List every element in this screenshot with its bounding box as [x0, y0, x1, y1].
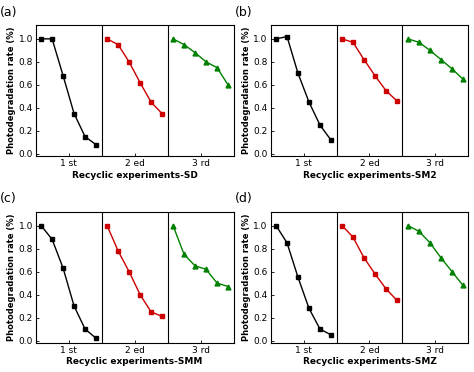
Text: (b): (b): [235, 6, 253, 19]
Y-axis label: Photodegradation rate (%): Photodegradation rate (%): [242, 214, 251, 341]
X-axis label: Recyclic experiments-SD: Recyclic experiments-SD: [72, 171, 198, 180]
Y-axis label: Photodegradation rate (%): Photodegradation rate (%): [7, 27, 16, 154]
X-axis label: Recyclic experiments-SM2: Recyclic experiments-SM2: [303, 171, 436, 180]
Y-axis label: Photodegradation rate (%): Photodegradation rate (%): [242, 27, 251, 154]
Text: (a): (a): [0, 6, 18, 19]
Y-axis label: Photodegradation rate (%): Photodegradation rate (%): [7, 214, 16, 341]
Text: (d): (d): [235, 192, 253, 205]
Text: (c): (c): [0, 192, 17, 205]
X-axis label: Recyclic experiments-SMZ: Recyclic experiments-SMZ: [302, 357, 437, 366]
X-axis label: Recyclic experiments-SMM: Recyclic experiments-SMM: [66, 357, 203, 366]
